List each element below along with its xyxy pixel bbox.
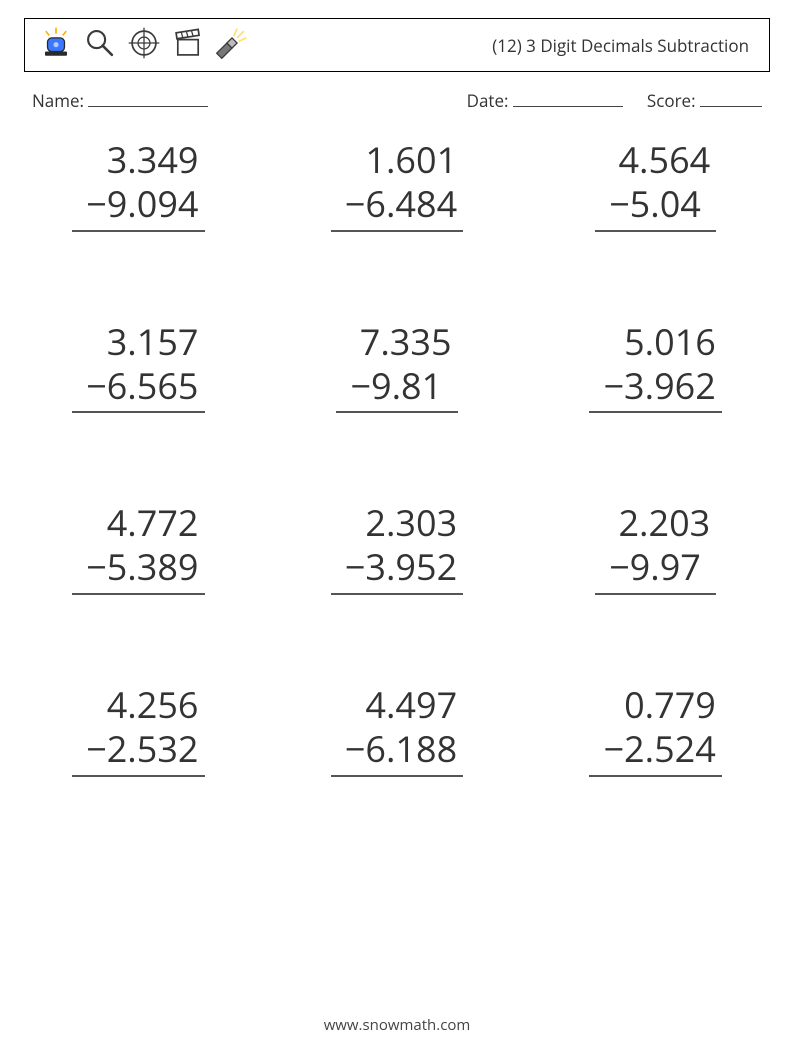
subtrahend-row: −9.81 — [336, 364, 457, 414]
minuend: 2.203 — [595, 501, 716, 545]
subtrahend-row: −3.952 — [331, 545, 463, 595]
score-field: Score: — [647, 88, 762, 112]
fields-row: Name: Date: Score: — [32, 88, 762, 112]
worksheet-page: (12) 3 Digit Decimals Subtraction Name: … — [0, 0, 794, 1053]
minuend: 4.772 — [72, 501, 204, 545]
subtrahend-row: −6.565 — [72, 364, 204, 414]
minuend: 3.157 — [72, 320, 204, 364]
problem-stack: 5.016−3.962 — [589, 320, 721, 414]
problem-stack: 4.256−2.532 — [72, 683, 204, 777]
footer-link: www.snowmath.com — [0, 1015, 794, 1035]
problem-stack: 4.497−6.188 — [331, 683, 463, 777]
problem-stack: 7.335−9.81 — [336, 320, 457, 414]
minuend: 1.601 — [331, 138, 463, 182]
magnifier-icon — [83, 26, 117, 65]
name-field: Name: — [32, 88, 208, 112]
problem-stack: 0.779−2.524 — [589, 683, 721, 777]
problem-2: 1.601−6.484 — [313, 138, 482, 232]
problem-6: 5.016−3.962 — [571, 320, 740, 414]
problem-5: 7.335−9.81 — [313, 320, 482, 414]
score-blank[interactable] — [700, 88, 762, 107]
problem-stack: 3.157−6.565 — [72, 320, 204, 414]
subtrahend-row: −5.04 — [595, 182, 716, 232]
minuend: 7.335 — [336, 320, 457, 364]
problem-9: 2.203−9.97 — [571, 501, 740, 595]
problem-stack: 3.349−9.094 — [72, 138, 204, 232]
crosshair-icon — [127, 26, 161, 65]
subtrahend-row: −6.188 — [331, 727, 463, 777]
date-label: Date: — [467, 89, 509, 112]
problem-stack: 1.601−6.484 — [331, 138, 463, 232]
subtrahend-row: −9.094 — [72, 182, 204, 232]
flashlight-icon — [215, 26, 249, 65]
subtrahend-row: −3.962 — [589, 364, 721, 414]
subtrahend-row: −5.389 — [72, 545, 204, 595]
problem-stack: 2.303−3.952 — [331, 501, 463, 595]
problem-1: 3.349−9.094 — [54, 138, 223, 232]
subtrahend-row: −2.532 — [72, 727, 204, 777]
problem-4: 3.157−6.565 — [54, 320, 223, 414]
clapper-icon — [171, 26, 205, 65]
subtrahend-row: −9.97 — [595, 545, 716, 595]
worksheet-title: (12) 3 Digit Decimals Subtraction — [492, 34, 755, 57]
minuend: 0.779 — [589, 683, 721, 727]
date-field: Date: — [467, 88, 623, 112]
problem-7: 4.772−5.389 — [54, 501, 223, 595]
subtrahend-row: −6.484 — [331, 182, 463, 232]
minuend: 5.016 — [589, 320, 721, 364]
score-label: Score: — [647, 89, 696, 112]
header-icon-row — [39, 26, 249, 65]
problem-3: 4.564−5.04 — [571, 138, 740, 232]
header-box: (12) 3 Digit Decimals Subtraction — [24, 18, 770, 72]
problem-8: 2.303−3.952 — [313, 501, 482, 595]
problem-11: 4.497−6.188 — [313, 683, 482, 777]
problem-grid: 3.349−9.0941.601−6.4844.564−5.04 3.157−6… — [54, 138, 740, 777]
minuend: 2.303 — [331, 501, 463, 545]
name-blank[interactable] — [88, 88, 208, 107]
problem-stack: 4.564−5.04 — [595, 138, 716, 232]
date-blank[interactable] — [513, 88, 623, 107]
subtrahend-row: −2.524 — [589, 727, 721, 777]
minuend: 3.349 — [72, 138, 204, 182]
minuend: 4.564 — [595, 138, 716, 182]
problem-stack: 4.772−5.389 — [72, 501, 204, 595]
name-label: Name: — [32, 89, 84, 112]
problem-10: 4.256−2.532 — [54, 683, 223, 777]
minuend: 4.497 — [331, 683, 463, 727]
siren-icon — [39, 26, 73, 65]
minuend: 4.256 — [72, 683, 204, 727]
problem-12: 0.779−2.524 — [571, 683, 740, 777]
problem-stack: 2.203−9.97 — [595, 501, 716, 595]
